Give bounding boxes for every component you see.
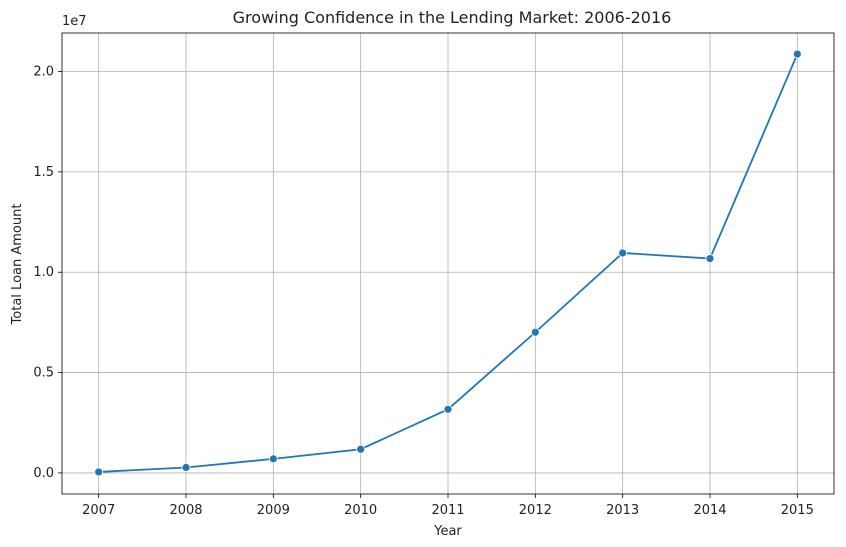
data-point (268, 454, 278, 464)
data-point (618, 248, 628, 258)
data-point (94, 467, 104, 477)
axes: 2007 2008 2009 2010 2011 2012 2013 2014 2015 0.0 0… (33, 32, 835, 518)
y-tick-label: 2.0 (33, 65, 54, 80)
series (94, 49, 802, 477)
data-point (792, 49, 802, 59)
x-tick-label: 2010 (344, 503, 377, 518)
grid (62, 33, 834, 494)
y-tick-label: 0.5 (33, 366, 54, 381)
x-tick-label: 2008 (169, 503, 202, 518)
data-point (181, 463, 191, 472)
data-point (443, 404, 453, 414)
x-tick-label: 2014 (693, 503, 726, 518)
y-tick-label: 0.0 (33, 466, 54, 481)
data-point (356, 444, 366, 454)
x-tick-label: 2007 (82, 503, 115, 518)
x-axis-label: Year (433, 524, 462, 539)
y-tick-label: 1.0 (33, 265, 54, 280)
y-offset-label: 1e7 (62, 14, 87, 29)
x-tick-label: 2012 (519, 503, 552, 518)
data-point (530, 327, 540, 337)
data-point (705, 254, 715, 263)
chart-title: Growing Confidence in the Lending Market… (233, 8, 672, 27)
x-tick-label: 2013 (606, 503, 639, 518)
x-tick-label: 2009 (257, 503, 290, 518)
y-axis-label: Total Loan Amount (10, 204, 25, 326)
x-tick-label: 2015 (781, 503, 814, 518)
x-tick-label: 2011 (431, 503, 464, 518)
y-tick-label: 1.5 (33, 165, 54, 180)
